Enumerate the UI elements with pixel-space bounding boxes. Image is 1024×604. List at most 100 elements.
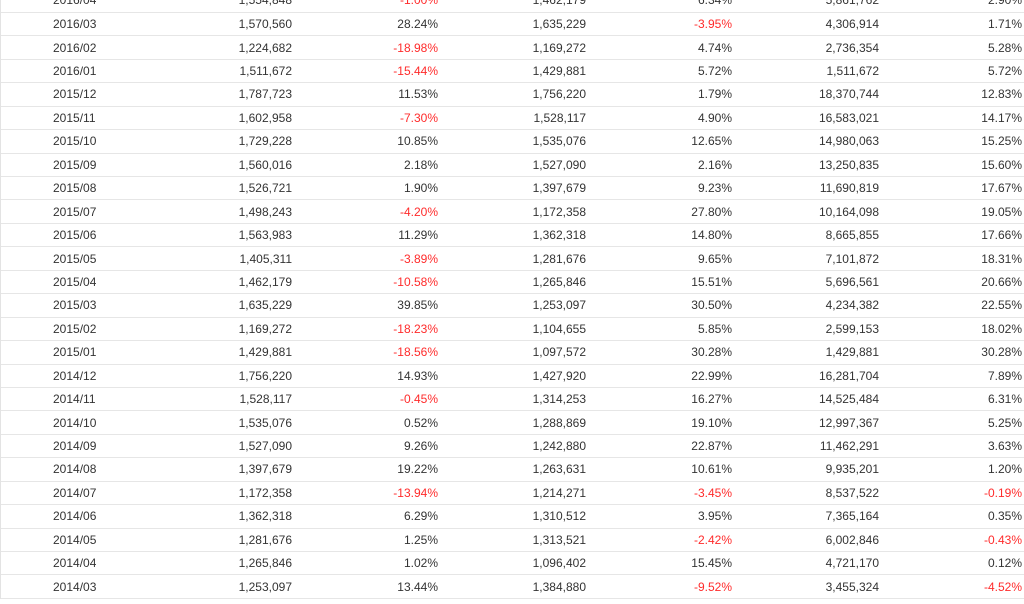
- change-cell: -18.56%: [296, 340, 443, 365]
- prior-value-cell: 1,104,655: [443, 317, 590, 342]
- change-cell: -9.52%: [590, 574, 737, 599]
- value-cell: 1,169,272: [96, 317, 296, 342]
- change-cell: 19.10%: [590, 410, 737, 435]
- change-cell: 30.28%: [590, 340, 737, 365]
- cumulative-change-cell: 5.25%: [884, 410, 1024, 435]
- table-row: 2014/09 1,527,090 9.26% 1,242,880 22.87% 11,4…: [1, 434, 1024, 459]
- prior-value-cell: 1,462,179: [443, 0, 590, 13]
- cumulative-cell: 12,997,367: [737, 410, 884, 435]
- cumulative-cell: 7,101,872: [737, 246, 884, 271]
- value-cell: 1,570,560: [96, 12, 296, 37]
- value-cell: 1,563,983: [96, 223, 296, 248]
- prior-value-cell: 1,097,572: [443, 340, 590, 365]
- prior-value-cell: 1,288,869: [443, 410, 590, 435]
- month-cell: 2014/12: [1, 364, 96, 388]
- value-cell: 1,362,318: [96, 504, 296, 529]
- value-cell: 1,397,679: [96, 457, 296, 482]
- table-row: 2015/10 1,729,228 10.85% 1,535,076 12.65% 14,…: [1, 129, 1024, 154]
- prior-value-cell: 1,310,512: [443, 504, 590, 529]
- cumulative-cell: 9,935,201: [737, 457, 884, 482]
- cumulative-change-cell: 1.71%: [884, 12, 1024, 37]
- cumulative-change-cell: 0.12%: [884, 551, 1024, 576]
- cumulative-change-cell: 17.66%: [884, 223, 1024, 248]
- table-row: 2015/09 1,560,016 2.18% 1,527,090 2.16% 13,25…: [1, 153, 1024, 178]
- month-cell: 2015/03: [1, 293, 96, 318]
- cumulative-change-cell: 2.90%: [884, 0, 1024, 13]
- cumulative-cell: 1,429,881: [737, 340, 884, 365]
- change-cell: 22.99%: [590, 364, 737, 388]
- cumulative-cell: 4,234,382: [737, 293, 884, 318]
- change-cell: 14.93%: [296, 364, 443, 388]
- table-row: 2014/07 1,172,358 -13.94% 1,214,271 -3.45% 8,…: [1, 481, 1024, 506]
- cumulative-change-cell: 0.35%: [884, 504, 1024, 529]
- prior-value-cell: 1,172,358: [443, 199, 590, 224]
- change-cell: -13.94%: [296, 481, 443, 506]
- cumulative-cell: 1,511,672: [737, 59, 884, 84]
- month-cell: 2015/12: [1, 82, 96, 107]
- value-cell: 1,172,358: [96, 481, 296, 506]
- cumulative-change-cell: -4.52%: [884, 574, 1024, 599]
- value-cell: 1,253,097: [96, 574, 296, 599]
- change-cell: 5.85%: [590, 317, 737, 342]
- value-cell: 1,535,076: [96, 410, 296, 435]
- table-row: 2015/07 1,498,243 -4.20% 1,172,358 27.80% 10,…: [1, 199, 1024, 224]
- cumulative-change-cell: 1.20%: [884, 457, 1024, 482]
- table-row: 2015/02 1,169,272 -18.23% 1,104,655 5.85% 2,5…: [1, 317, 1024, 342]
- table-row: 2015/08 1,526,721 1.90% 1,397,679 9.23% 11,69…: [1, 176, 1024, 201]
- month-cell: 2015/05: [1, 246, 96, 271]
- cumulative-cell: 4,306,914: [737, 12, 884, 37]
- change-cell: -18.98%: [296, 35, 443, 60]
- prior-value-cell: 1,535,076: [443, 129, 590, 154]
- month-cell: 2016/01: [1, 59, 96, 84]
- value-cell: 1,526,721: [96, 176, 296, 201]
- cumulative-cell: 10,164,098: [737, 199, 884, 224]
- month-cell: 2015/07: [1, 199, 96, 224]
- cumulative-cell: 6,002,846: [737, 528, 884, 553]
- change-cell: 6.29%: [296, 504, 443, 529]
- month-cell: 2015/08: [1, 176, 96, 201]
- change-cell: 9.26%: [296, 434, 443, 459]
- cumulative-cell: 11,690,819: [737, 176, 884, 201]
- cumulative-change-cell: 18.31%: [884, 246, 1024, 271]
- value-cell: 1,635,229: [96, 293, 296, 318]
- cumulative-change-cell: 6.31%: [884, 387, 1024, 412]
- value-cell: 1,405,311: [96, 246, 296, 271]
- change-cell: 22.87%: [590, 434, 737, 459]
- cumulative-cell: 8,537,522: [737, 481, 884, 506]
- cumulative-change-cell: 3.63%: [884, 434, 1024, 459]
- change-cell: 39.85%: [296, 293, 443, 318]
- change-cell: -10.58%: [296, 270, 443, 295]
- cumulative-cell: 13,250,835: [737, 153, 884, 178]
- table-row: 2014/11 1,528,117 -0.45% 1,314,253 16.27% 14,…: [1, 387, 1024, 412]
- table-row: 2014/04 1,265,846 1.02% 1,096,402 15.45% 4,72…: [1, 551, 1024, 576]
- prior-value-cell: 1,096,402: [443, 551, 590, 576]
- change-cell: -18.23%: [296, 317, 443, 342]
- change-cell: 1.90%: [296, 176, 443, 201]
- change-cell: 4.90%: [590, 106, 737, 131]
- prior-value-cell: 1,314,253: [443, 387, 590, 412]
- month-cell: 2014/11: [1, 387, 96, 412]
- prior-value-cell: 1,263,631: [443, 457, 590, 482]
- change-cell: -4.20%: [296, 199, 443, 224]
- table-row: 2015/01 1,429,881 -18.56% 1,097,572 30.28% 1,…: [1, 340, 1024, 365]
- prior-value-cell: 1,362,318: [443, 223, 590, 248]
- change-cell: 27.80%: [590, 199, 737, 224]
- month-cell: 2015/01: [1, 340, 96, 365]
- value-cell: 1,602,958: [96, 106, 296, 131]
- table-row: 2016/03 1,570,560 28.24% 1,635,229 -3.95% 4,3…: [1, 12, 1024, 37]
- table-row: 2015/11 1,602,958 -7.30% 1,528,117 4.90% 16,5…: [1, 106, 1024, 131]
- table-row: 2016/01 1,511,672 -15.44% 1,429,881 5.72% 1,5…: [1, 59, 1024, 84]
- change-cell: 13.44%: [296, 574, 443, 599]
- value-cell: 1,528,117: [96, 387, 296, 412]
- change-cell: 0.52%: [296, 410, 443, 435]
- prior-value-cell: 1,281,676: [443, 246, 590, 271]
- cumulative-change-cell: 19.05%: [884, 199, 1024, 224]
- change-cell: 6.34%: [590, 0, 737, 13]
- value-cell: 1,560,016: [96, 153, 296, 178]
- month-cell: 2014/03: [1, 574, 96, 599]
- cumulative-cell: 3,455,324: [737, 574, 884, 599]
- month-cell: 2014/09: [1, 434, 96, 459]
- change-cell: 2.18%: [296, 153, 443, 178]
- cumulative-cell: 16,281,704: [737, 364, 884, 388]
